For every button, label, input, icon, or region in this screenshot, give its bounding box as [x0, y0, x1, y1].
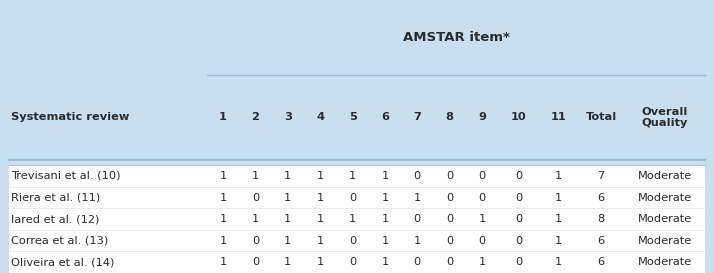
Text: 0: 0 [446, 257, 453, 267]
Text: 8: 8 [598, 214, 605, 224]
Text: 0: 0 [515, 214, 522, 224]
Text: 0: 0 [413, 257, 421, 267]
Text: 1: 1 [381, 257, 388, 267]
Text: 10: 10 [511, 112, 526, 122]
Text: Moderate: Moderate [638, 257, 692, 267]
Text: 1: 1 [478, 214, 486, 224]
Text: 7: 7 [413, 112, 421, 122]
Text: Moderate: Moderate [638, 171, 692, 181]
Text: 0: 0 [252, 236, 259, 246]
Text: 0: 0 [349, 257, 356, 267]
Text: 1: 1 [316, 171, 323, 181]
Text: 0: 0 [413, 171, 421, 181]
Text: Total: Total [585, 112, 617, 122]
Text: Iared et al. (12): Iared et al. (12) [11, 214, 100, 224]
Text: 0: 0 [349, 236, 356, 246]
Text: 1: 1 [381, 192, 388, 203]
Text: 6: 6 [381, 112, 389, 122]
Text: 6: 6 [598, 257, 605, 267]
Text: 11: 11 [550, 112, 566, 122]
Text: Trevisani et al. (10): Trevisani et al. (10) [11, 171, 121, 181]
Text: 2: 2 [251, 112, 259, 122]
Text: 1: 1 [555, 192, 562, 203]
Text: 1: 1 [219, 192, 226, 203]
Text: 1: 1 [252, 171, 259, 181]
Text: 1: 1 [284, 192, 291, 203]
Text: Riera et al. (11): Riera et al. (11) [11, 192, 101, 203]
Bar [9, 165, 705, 273]
Text: AMSTAR item*: AMSTAR item* [403, 31, 510, 44]
Text: 0: 0 [446, 236, 453, 246]
Text: 1: 1 [219, 171, 226, 181]
Text: 1: 1 [349, 171, 356, 181]
Text: 1: 1 [555, 236, 562, 246]
Text: 7: 7 [598, 171, 605, 181]
Text: 0: 0 [515, 192, 522, 203]
Text: Overall
Quality: Overall Quality [642, 107, 688, 128]
Text: 1: 1 [381, 214, 388, 224]
Text: 6: 6 [598, 236, 605, 246]
Text: Moderate: Moderate [638, 214, 692, 224]
Text: 1: 1 [252, 214, 259, 224]
Text: 0: 0 [349, 192, 356, 203]
Text: 0: 0 [478, 171, 486, 181]
Text: 1: 1 [284, 214, 291, 224]
Text: 6: 6 [598, 192, 605, 203]
Text: 1: 1 [381, 171, 388, 181]
Text: 4: 4 [316, 112, 324, 122]
Text: 0: 0 [252, 257, 259, 267]
Text: 0: 0 [446, 192, 453, 203]
Text: 8: 8 [446, 112, 453, 122]
Text: 1: 1 [555, 257, 562, 267]
Text: 1: 1 [316, 257, 323, 267]
Text: 0: 0 [478, 192, 486, 203]
Text: 1: 1 [381, 236, 388, 246]
Text: 1: 1 [413, 192, 421, 203]
Text: 1: 1 [316, 192, 323, 203]
Text: 1: 1 [555, 171, 562, 181]
Text: 0: 0 [252, 192, 259, 203]
Text: 0: 0 [515, 257, 522, 267]
Text: Systematic review: Systematic review [11, 112, 130, 122]
Text: 0: 0 [478, 236, 486, 246]
Text: Moderate: Moderate [638, 192, 692, 203]
Text: 3: 3 [283, 112, 292, 122]
Text: 0: 0 [446, 214, 453, 224]
Text: 1: 1 [284, 236, 291, 246]
Text: 0: 0 [413, 214, 421, 224]
Text: 0: 0 [446, 171, 453, 181]
Text: 1: 1 [284, 171, 291, 181]
Text: 1: 1 [219, 112, 227, 122]
Text: Oliveira et al. (14): Oliveira et al. (14) [11, 257, 115, 267]
Text: 1: 1 [555, 214, 562, 224]
Text: 1: 1 [349, 214, 356, 224]
Text: 5: 5 [348, 112, 356, 122]
Text: 0: 0 [515, 171, 522, 181]
Text: Moderate: Moderate [638, 236, 692, 246]
Text: 1: 1 [316, 236, 323, 246]
Text: 1: 1 [219, 236, 226, 246]
Text: 0: 0 [515, 236, 522, 246]
Text: 1: 1 [219, 257, 226, 267]
Text: 1: 1 [478, 257, 486, 267]
Text: Correa et al. (13): Correa et al. (13) [11, 236, 109, 246]
Text: 1: 1 [284, 257, 291, 267]
Text: 1: 1 [316, 214, 323, 224]
Text: 1: 1 [413, 236, 421, 246]
Text: 9: 9 [478, 112, 486, 122]
Text: 1: 1 [219, 214, 226, 224]
